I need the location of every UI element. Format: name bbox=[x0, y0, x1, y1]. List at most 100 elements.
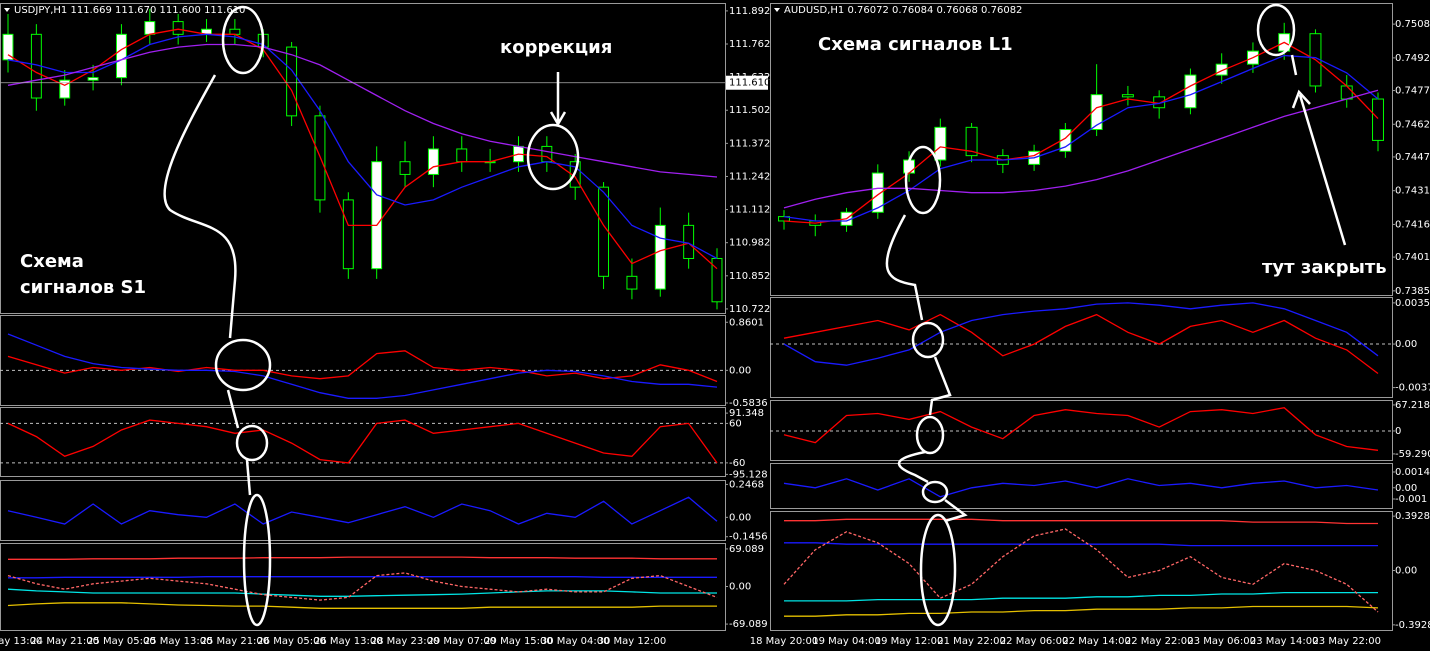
series-line bbox=[783, 478, 1379, 498]
arrow bbox=[897, 450, 929, 484]
candle-body bbox=[229, 28, 241, 35]
candle-body bbox=[1340, 85, 1353, 100]
candle-body bbox=[1215, 63, 1228, 76]
candle-body bbox=[144, 21, 156, 35]
y-tick-label: -69.089 bbox=[729, 619, 768, 630]
series-line bbox=[783, 54, 1379, 222]
x-tick-label: 22 May 06:00 bbox=[1000, 636, 1069, 647]
y-tick-label: 0.74319 bbox=[1395, 186, 1430, 197]
y-tick-label: 0.00 bbox=[729, 365, 751, 376]
series-line bbox=[7, 43, 718, 178]
x-tick-label: 28 May 23:00 bbox=[371, 636, 440, 647]
chart-layer: 111.892111.762111.632111.502111.372111.2… bbox=[0, 3, 1430, 647]
x-tick-label: 22 May 22:00 bbox=[1125, 636, 1194, 647]
y-tick-label: 0.75084 bbox=[1395, 19, 1430, 30]
circle bbox=[921, 480, 949, 504]
y-tick-label: 110.852 bbox=[729, 271, 770, 282]
y-tick-label: 0.74014 bbox=[1395, 252, 1430, 263]
candle-body bbox=[87, 77, 99, 81]
y-tick-label: 110.982 bbox=[729, 238, 770, 249]
x-tick-label: 25 May 05:00 bbox=[87, 636, 156, 647]
y-tick-label: -95.128 bbox=[729, 469, 768, 480]
y-tick-label: 111.112 bbox=[729, 205, 770, 216]
pane-frame bbox=[0, 407, 726, 477]
y-tick-label: 0.39285 bbox=[1395, 511, 1430, 522]
pane-marks bbox=[783, 407, 1379, 451]
candle-body bbox=[172, 21, 184, 35]
series-line bbox=[784, 518, 1378, 525]
arrow bbox=[944, 499, 968, 523]
y-tick-label: -0.001 bbox=[1395, 494, 1427, 505]
x-tick-label: 25 May 21:00 bbox=[201, 636, 270, 647]
series-line bbox=[7, 28, 718, 270]
y-tick-label: 60 bbox=[729, 418, 742, 429]
candle-body bbox=[456, 148, 468, 163]
y-tick-label: 110.722 bbox=[729, 304, 770, 315]
arrow bbox=[1290, 54, 1298, 76]
candle-body bbox=[2, 33, 14, 61]
circle bbox=[1256, 3, 1296, 57]
y-tick-label: 111.242 bbox=[729, 171, 770, 182]
pane-marks bbox=[7, 333, 718, 399]
x-tick-label: 19 May 12:00 bbox=[875, 636, 944, 647]
y-tick-label: 0.74929 bbox=[1395, 53, 1430, 64]
pane-frame bbox=[770, 297, 1393, 398]
arrow bbox=[245, 459, 252, 496]
circle bbox=[919, 513, 957, 627]
x-tick-label: 23 May 22:00 bbox=[1312, 636, 1381, 647]
candle-body bbox=[934, 126, 947, 161]
y-tick-label: 0.0035 bbox=[1395, 298, 1430, 309]
circle bbox=[526, 123, 580, 191]
pane-frame bbox=[770, 463, 1393, 509]
series-line bbox=[783, 89, 1379, 209]
series-line bbox=[7, 602, 717, 609]
current-price-label: 111.610 bbox=[729, 78, 770, 89]
series-line bbox=[783, 302, 1379, 366]
hand-drawing: коррекция Схема сигналов S1 Схема сигнал… bbox=[20, 3, 1387, 627]
annotation: сигналов S1 bbox=[20, 277, 146, 298]
circle bbox=[221, 5, 265, 75]
series-line bbox=[7, 350, 718, 383]
y-tick-label: 0.0014 bbox=[1395, 467, 1430, 478]
annotation: тут закрыть bbox=[1262, 257, 1387, 278]
annotation: Схема сигналов L1 bbox=[818, 34, 1013, 55]
x-tick-label: 29 May 07:00 bbox=[427, 636, 496, 647]
x-tick-label: 25 May 13:00 bbox=[144, 636, 213, 647]
candle-body bbox=[965, 126, 978, 157]
arrow bbox=[549, 72, 567, 127]
series-line bbox=[783, 528, 1379, 613]
y-tick-label: -0.0037 bbox=[1395, 383, 1430, 394]
candle-body bbox=[427, 148, 439, 175]
y-tick-label: 0.73859 bbox=[1395, 286, 1430, 297]
pane-marks bbox=[783, 302, 1379, 375]
series-line bbox=[7, 333, 718, 399]
arrow bbox=[885, 214, 924, 321]
candle-body bbox=[626, 275, 638, 290]
candle-body bbox=[399, 161, 411, 175]
y-tick-label: 0.00 bbox=[1395, 339, 1417, 350]
y-tick-label: -59.2904 bbox=[1395, 449, 1430, 460]
annotation: коррекция bbox=[500, 37, 612, 58]
y-tick-label: 67.218 bbox=[1395, 400, 1430, 411]
series-line bbox=[7, 419, 718, 464]
y-tick-label: -0.1456 bbox=[729, 532, 768, 543]
series-line bbox=[783, 407, 1379, 451]
x-tick-label: 26 May 13:00 bbox=[314, 636, 383, 647]
y-tick-label: 91.348 bbox=[729, 408, 764, 419]
circle bbox=[214, 338, 272, 392]
pane-frame bbox=[770, 511, 1393, 631]
candle-body bbox=[342, 199, 354, 270]
candle-body bbox=[1059, 129, 1072, 152]
candle-body bbox=[115, 33, 127, 79]
x-tick-label: 29 May 15:00 bbox=[484, 636, 553, 647]
circle bbox=[242, 493, 272, 627]
pane-marks bbox=[7, 496, 718, 525]
candle-body bbox=[1121, 94, 1134, 98]
series-line bbox=[7, 572, 718, 601]
y-tick-label: 0.00 bbox=[729, 512, 751, 523]
y-tick-label: 0.74474 bbox=[1395, 152, 1430, 163]
y-tick-label: 111.372 bbox=[729, 138, 770, 149]
pane-marks bbox=[7, 556, 718, 609]
x-tick-label: 24 May 21:00 bbox=[30, 636, 99, 647]
pane-marks bbox=[783, 478, 1379, 498]
